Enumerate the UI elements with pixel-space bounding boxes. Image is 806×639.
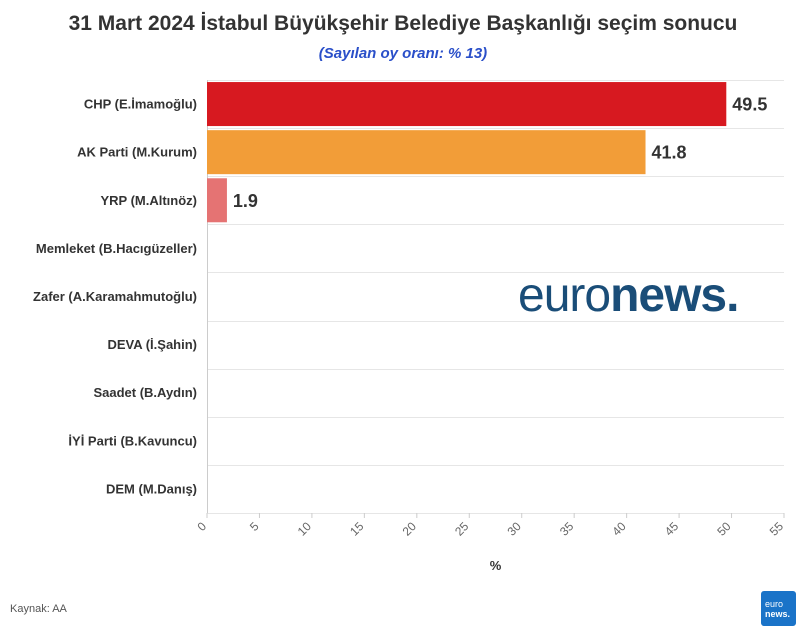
x-tick-label: 15 bbox=[347, 519, 367, 539]
x-tick-label: 45 bbox=[662, 519, 682, 539]
category-label: DEVA (İ.Şahin) bbox=[107, 337, 197, 352]
logo-line1: euro bbox=[765, 598, 784, 609]
euronews-watermark: euronews. bbox=[518, 269, 739, 322]
x-tick-label: 25 bbox=[452, 519, 472, 539]
category-label: Zafer (A.Karamahmutoğlu) bbox=[33, 289, 197, 304]
x-tick-label: 10 bbox=[295, 519, 315, 539]
bar bbox=[207, 178, 227, 223]
data-label: 41.8 bbox=[652, 143, 687, 163]
x-tick-label: 40 bbox=[609, 519, 629, 539]
x-axis-title: % bbox=[490, 558, 502, 573]
category-label: DEM (M.Danış) bbox=[106, 481, 197, 496]
x-tick-label: 55 bbox=[767, 519, 787, 539]
chart-subtitle: (Sayılan oy oranı: % 13) bbox=[318, 45, 488, 62]
category-label: AK Parti (M.Kurum) bbox=[77, 145, 197, 160]
x-tick-label: 50 bbox=[714, 519, 734, 539]
logo-line2: news. bbox=[765, 608, 791, 619]
bar bbox=[207, 130, 646, 175]
source-note: Kaynak: AA bbox=[10, 603, 67, 615]
data-label: 1.9 bbox=[233, 191, 258, 211]
category-label: CHP (E.İmamoğlu) bbox=[84, 97, 197, 112]
x-tick-label: 30 bbox=[505, 519, 525, 539]
watermark-part1: euro bbox=[518, 269, 611, 322]
bar bbox=[207, 82, 727, 127]
watermark-part2: news. bbox=[610, 269, 739, 322]
euronews-logo: euro news. bbox=[761, 591, 796, 626]
x-tick-label: 0 bbox=[194, 519, 209, 534]
category-label: Saadet (B.Aydın) bbox=[93, 385, 197, 400]
category-label: YRP (M.Altınöz) bbox=[100, 193, 197, 208]
x-tick-label: 5 bbox=[247, 519, 262, 534]
x-tick-label: 20 bbox=[400, 519, 420, 539]
x-tick-label: 35 bbox=[557, 519, 577, 539]
category-label: Memleket (B.Hacıgüzeller) bbox=[36, 241, 197, 256]
chart-title: 31 Mart 2024 İstabul Büyükşehir Belediye… bbox=[68, 12, 738, 35]
category-label: İYİ Parti (B.Kavuncu) bbox=[68, 433, 197, 448]
data-label: 49.5 bbox=[732, 95, 767, 115]
